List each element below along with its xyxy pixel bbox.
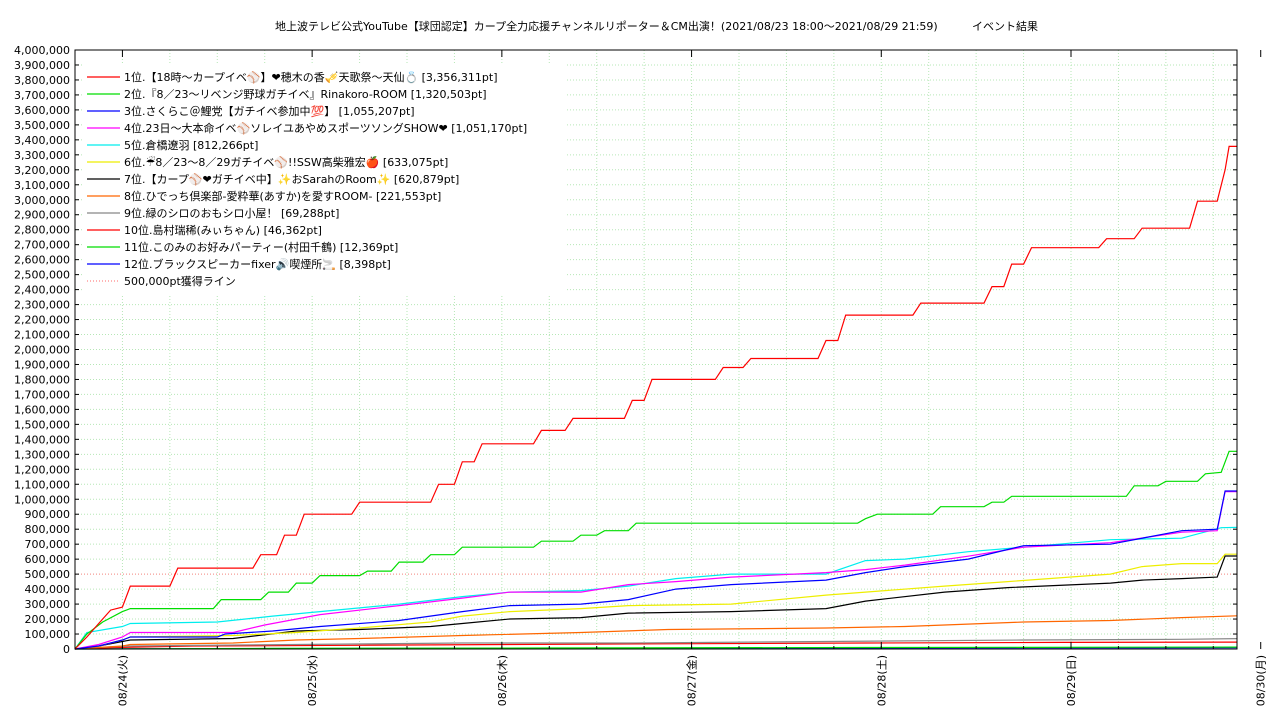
series-line <box>74 491 1237 650</box>
legend-label: 6位.☔8／23〜8／29ガチイベ⚾!!SSW高柴雅宏🍎 [633,075pt] <box>124 155 448 169</box>
x-tick-label: 08/29(日) <box>1065 655 1078 706</box>
y-tick-label: 400,000 <box>25 583 71 596</box>
legend-label: 11位.このみのお好みパーティー(村田千鶴) [12,369pt] <box>124 240 398 254</box>
y-tick-label: 3,300,000 <box>14 149 70 162</box>
legend-label: 7位.【カープ⚾❤ガチイベ中】✨おSarahのRoom✨ [620,879pt] <box>124 172 459 186</box>
y-tick-label: 1,900,000 <box>14 358 70 371</box>
y-tick-label: 1,600,000 <box>14 403 70 416</box>
x-axis-ticks: 08/24(火) 08/25(水) 08/26(木) 08/27(金) 08/28(土)… <box>74 50 1268 706</box>
y-tick-label: 200,000 <box>25 613 71 626</box>
legend-label: 8位.ひでっち倶楽部-愛粋華(あすか)を愛すROOM- [221,553pt] <box>124 189 441 203</box>
chart-title: 地上波テレビ公式YouTube【球団認定】カープ全力応援チャンネルリポーター＆C… <box>275 19 938 33</box>
y-tick-label: 1,200,000 <box>14 463 70 476</box>
y-tick-label: 3,200,000 <box>14 164 70 177</box>
x-tick-label: 08/27(金) <box>685 655 699 706</box>
legend-label: 500,000pt獲得ライン <box>124 275 236 288</box>
legend-label: 3位.さくらこ＠鯉党【ガチイベ参加中💯】 [1,055,207pt] <box>124 104 415 118</box>
y-tick-label: 2,200,000 <box>14 314 70 327</box>
legend-label: 12位.ブラックスピーカーfixer🔊喫煙所🚬 [8,398pt] <box>124 257 391 271</box>
y-tick-label: 2,100,000 <box>14 329 70 342</box>
y-tick-label: 1,800,000 <box>14 373 70 386</box>
y-tick-label: 900,000 <box>25 508 71 521</box>
legend-label: 2位.『8／23〜リベンジ野球ガチイベ』Rinakoro-ROOM [1,320… <box>124 87 487 101</box>
legend-label: 9位.緑のシロのおもシロ小屋！ [69,288pt] <box>124 206 339 220</box>
y-tick-label: 600,000 <box>25 553 71 566</box>
legend-label: 5位.倉橋遼羽 [812,266pt] <box>124 138 258 152</box>
series-line <box>74 450 1237 650</box>
y-tick-label: 2,600,000 <box>14 254 70 267</box>
series-line <box>74 553 1237 650</box>
y-tick-label: 800,000 <box>25 523 71 536</box>
y-tick-label: 3,900,000 <box>14 59 70 72</box>
y-tick-label: 1,300,000 <box>14 448 70 461</box>
series-line <box>74 615 1238 650</box>
legend: 1位.【18時〜カープイベ⚾】❤穂木の香🎺天歌祭〜天仙💍 [3,356,311p… <box>82 63 567 295</box>
y-tick-label: 1,700,000 <box>14 388 70 401</box>
y-tick-label: 500,000 <box>25 568 71 581</box>
x-tick-label: 08/25(水) <box>306 655 319 706</box>
y-tick-label: 3,500,000 <box>14 119 70 132</box>
y-tick-label: 3,100,000 <box>14 179 70 192</box>
series-lines <box>74 145 1238 650</box>
y-tick-label: 2,400,000 <box>14 284 70 297</box>
y-tick-label: 1,000,000 <box>14 493 70 506</box>
y-tick-label: 3,700,000 <box>14 89 70 102</box>
legend-label: 4位.23日〜大本命イベ⚾ソレイユあやめスポーツソングSHOW❤ [1,051,… <box>124 121 527 135</box>
y-tick-label: 3,000,000 <box>14 194 70 207</box>
y-axis-ticks: 0 100,000 200,000 300,000 400,000 500,000 600,… <box>14 44 1237 656</box>
chart-subtitle: イベント結果 <box>972 19 1038 33</box>
y-tick-label: 2,000,000 <box>14 344 70 357</box>
x-tick-label: 08/26(木) <box>496 655 509 706</box>
y-tick-label: 3,800,000 <box>14 74 70 87</box>
y-tick-label: 2,800,000 <box>14 224 70 237</box>
legend-background <box>82 63 567 295</box>
y-tick-label: 0 <box>63 643 70 656</box>
y-tick-label: 700,000 <box>25 538 71 551</box>
y-tick-label: 2,300,000 <box>14 299 70 312</box>
y-tick-label: 1,500,000 <box>14 418 70 431</box>
series-line <box>74 555 1237 650</box>
series-line <box>74 145 1237 650</box>
series-line <box>74 641 1238 650</box>
x-tick-label: 08/24(火) <box>116 655 129 706</box>
series-line <box>74 490 1237 650</box>
y-tick-label: 100,000 <box>25 628 71 641</box>
legend-label: 1位.【18時〜カープイベ⚾】❤穂木の香🎺天歌祭〜天仙💍 [3,356,311p… <box>124 70 498 84</box>
legend-label: 10位.島村瑞稀(みぃちゃん) [46,362pt] <box>124 223 322 237</box>
y-tick-label: 300,000 <box>25 598 71 611</box>
y-tick-label: 2,900,000 <box>14 209 70 222</box>
y-tick-label: 1,100,000 <box>14 478 70 491</box>
y-tick-label: 2,700,000 <box>14 239 70 252</box>
y-tick-label: 3,600,000 <box>14 104 70 117</box>
x-tick-label: 08/30(月) <box>1255 655 1268 706</box>
y-tick-label: 3,400,000 <box>14 134 70 147</box>
y-tick-label: 2,500,000 <box>14 269 70 282</box>
x-tick-label: 08/28(土) <box>875 655 888 706</box>
y-tick-label: 1,400,000 <box>14 433 70 446</box>
y-tick-label: 4,000,000 <box>14 44 70 57</box>
